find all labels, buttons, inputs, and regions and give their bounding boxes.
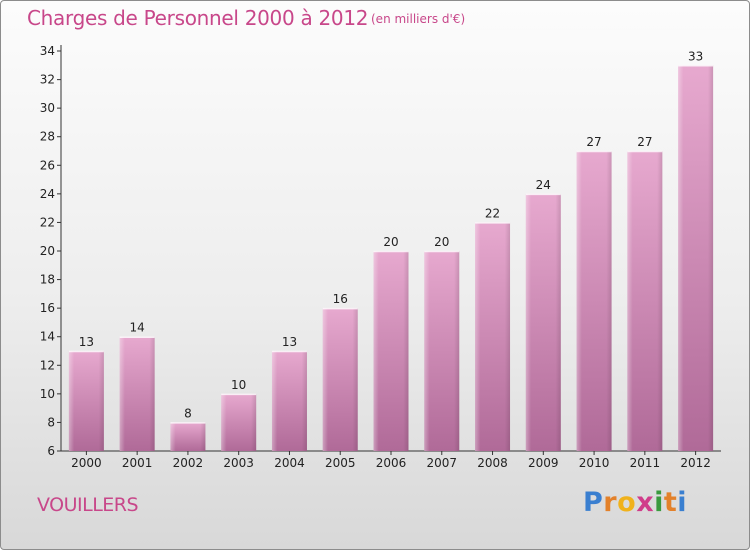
y-tick-label: 8	[47, 415, 55, 429]
bar-shading	[525, 193, 561, 451]
chart-subtitle: (en milliers d'€)	[371, 12, 466, 26]
x-tick-label: 2004	[274, 456, 305, 470]
logo-letter: t	[663, 487, 678, 518]
y-tick-label: 34	[40, 44, 55, 58]
y-tick-label: 12	[40, 358, 55, 372]
commune-name: VOUILLERS	[37, 494, 139, 516]
proxiti-logo: Proxiti	[583, 487, 687, 518]
bar-shading	[424, 251, 460, 451]
x-tick-label: 2001	[122, 456, 153, 470]
bar-value-label: 27	[637, 135, 652, 149]
bar-value-label: 33	[688, 49, 703, 63]
logo-letter: i	[677, 487, 688, 518]
bar-value-label: 10	[231, 378, 246, 392]
x-tick-label: 2006	[376, 456, 407, 470]
x-tick-label: 2003	[223, 456, 254, 470]
bar-shading	[627, 151, 663, 451]
x-tick-label: 2008	[477, 456, 508, 470]
x-tick-label: 2005	[325, 456, 356, 470]
bar-shading	[475, 222, 511, 451]
x-tick-label: 2012	[680, 456, 711, 470]
data-labels: 13 14 8 10 13 16 20 20 22 24 27 27 33	[79, 49, 704, 420]
x-tick-label: 2009	[528, 456, 559, 470]
y-tick-label: 24	[40, 187, 55, 201]
bar-shading	[119, 336, 155, 451]
logo-letter: r	[603, 487, 618, 518]
bar-value-label: 20	[434, 235, 449, 249]
y-tick-label: 28	[40, 130, 55, 144]
bar-value-label: 13	[79, 335, 94, 349]
axes: 6 8 10 12 14 16 18 20 22 24 26 28 30 32 34 2000 2001 2002…	[40, 44, 721, 470]
bar-shading	[373, 251, 409, 451]
logo-letter: P	[583, 487, 604, 518]
bars	[68, 65, 714, 452]
y-tick-label: 30	[40, 101, 55, 115]
bar-value-label: 14	[130, 321, 145, 335]
y-tick-label: 6	[47, 444, 55, 458]
chart-title: Charges de Personnel 2000 à 2012	[27, 6, 369, 30]
logo-letter: o	[617, 487, 637, 518]
y-tick-label: 10	[40, 387, 55, 401]
x-tick-label: 2007	[426, 456, 457, 470]
y-tick-label: 14	[40, 330, 55, 344]
bar-value-label: 27	[586, 135, 601, 149]
x-tick-label: 2010	[579, 456, 610, 470]
bar-shading	[322, 308, 358, 451]
bar-value-label: 22	[485, 206, 500, 220]
bar-shading	[221, 393, 257, 451]
y-tick-label: 16	[40, 301, 55, 315]
x-tick-label: 2002	[173, 456, 204, 470]
bar-shading	[576, 151, 612, 451]
y-tick-label: 32	[40, 73, 55, 87]
bar-shading	[271, 351, 307, 451]
y-tick-label: 22	[40, 215, 55, 229]
logo-letter: x	[636, 487, 655, 518]
bar-value-label: 20	[383, 235, 398, 249]
y-tick-label: 26	[40, 158, 55, 172]
bar-shading	[170, 422, 206, 451]
x-tick-label: 2000	[71, 456, 102, 470]
bar-value-label: 13	[282, 335, 297, 349]
y-tick-label: 18	[40, 273, 55, 287]
bar-shading	[68, 351, 104, 451]
y-tick-label: 20	[40, 244, 55, 258]
bar-value-label: 16	[333, 292, 348, 306]
bar-shading	[678, 65, 714, 452]
bar-value-label: 24	[536, 178, 551, 192]
x-tick-label: 2011	[630, 456, 661, 470]
logo-letter: i	[654, 487, 664, 518]
bar-value-label: 8	[184, 406, 192, 420]
